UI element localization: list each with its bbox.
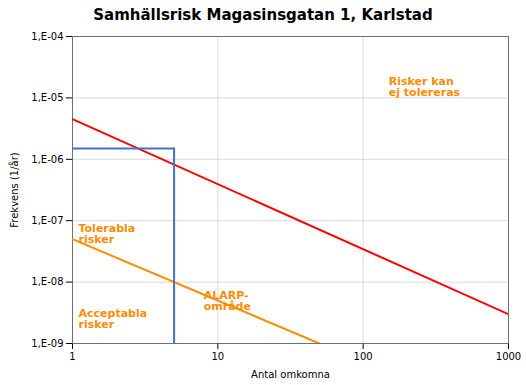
svg-text:1,E-07: 1,E-07 [31, 215, 63, 226]
svg-text:Tolerablarisker: Tolerablarisker [79, 222, 136, 246]
svg-text:1,E-06: 1,E-06 [31, 154, 63, 165]
svg-text:Acceptablarisker: Acceptablarisker [79, 307, 148, 331]
svg-text:1: 1 [69, 351, 75, 362]
svg-text:1,E-08: 1,E-08 [31, 276, 63, 287]
svg-text:ALARP-område: ALARP-område [204, 289, 251, 313]
svg-text:1,E-09: 1,E-09 [31, 338, 63, 349]
svg-text:1,E-04: 1,E-04 [31, 31, 63, 42]
svg-text:10: 10 [211, 351, 224, 362]
svg-text:Frekvens (1/år): Frekvens (1/år) [8, 152, 20, 228]
svg-text:1,E-05: 1,E-05 [31, 92, 63, 103]
svg-text:Antal omkomna: Antal omkomna [251, 369, 330, 380]
html-text:Samhällsrisk Magasinsgatan 1,: Samhällsrisk Magasinsgatan 1, Karlstad [93, 6, 433, 24]
svg-text:1000: 1000 [496, 351, 521, 362]
svg-text:Risker kanej tolereras: Risker kanej tolereras [389, 75, 461, 99]
svg-text:100: 100 [354, 351, 373, 362]
